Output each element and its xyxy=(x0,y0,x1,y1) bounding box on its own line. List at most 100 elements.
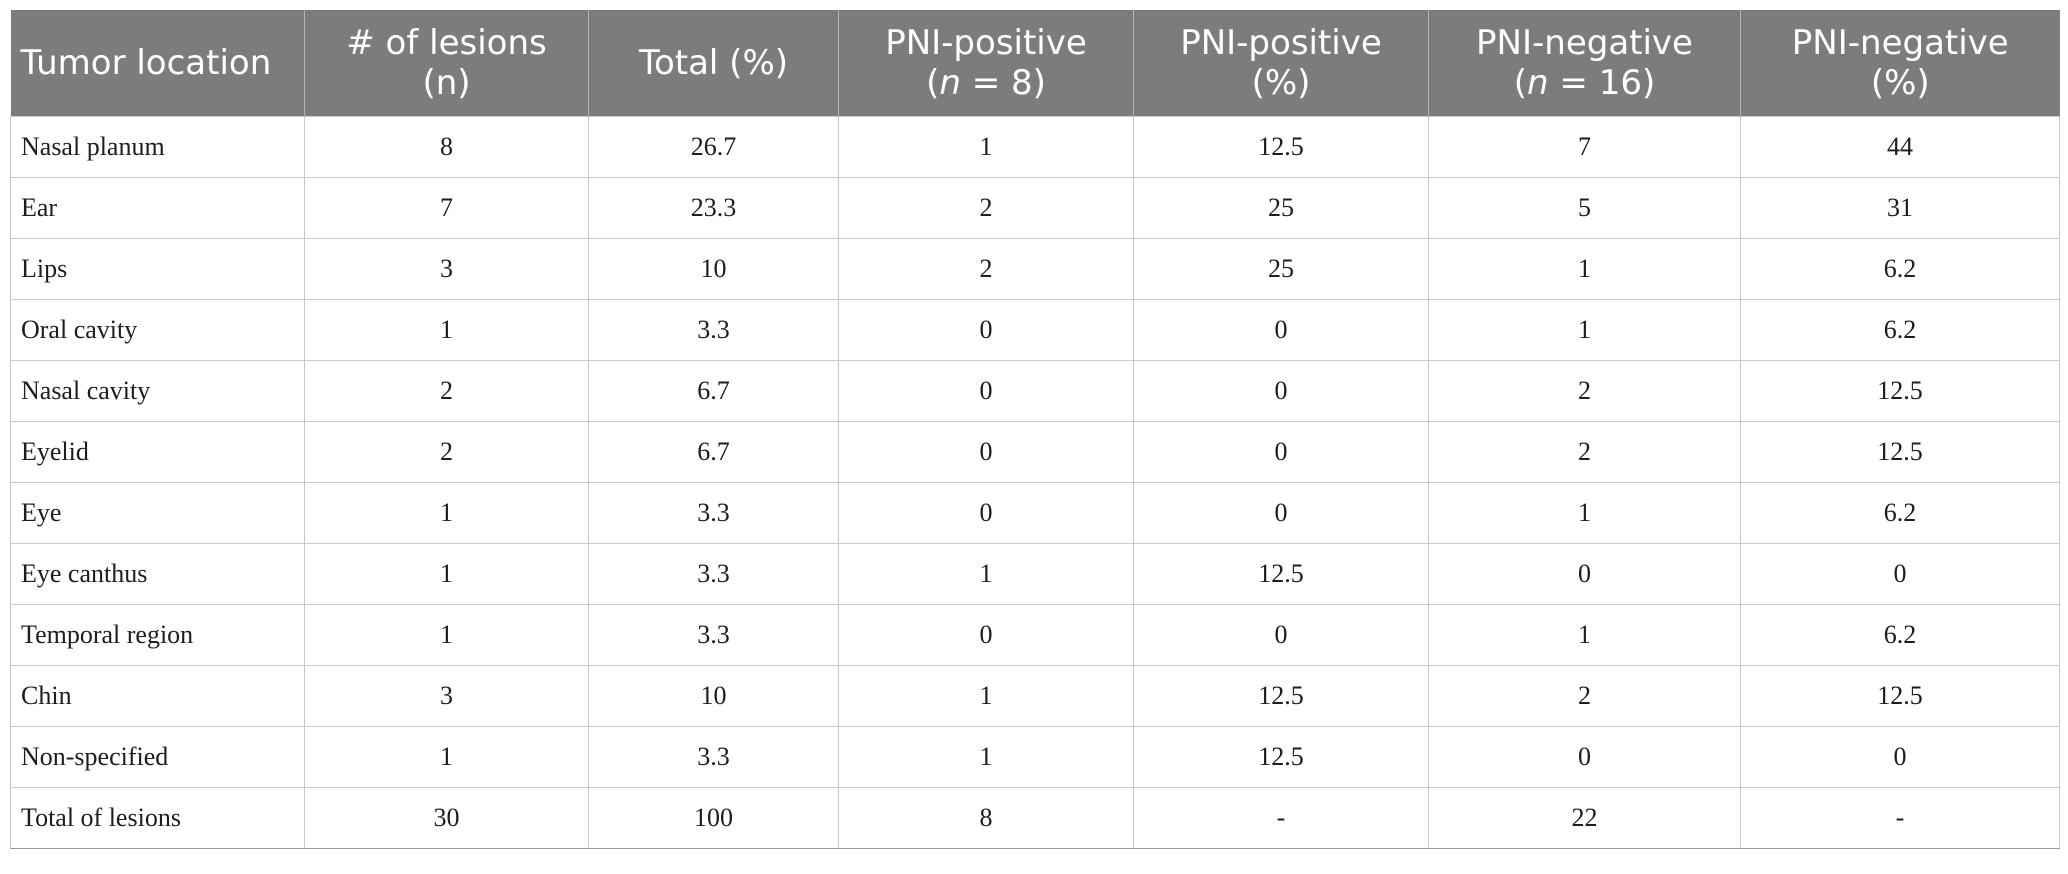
cell-pni-negative-n: 22 xyxy=(1428,787,1741,849)
cell-location: Nasal cavity xyxy=(10,360,305,422)
cell-pni-negative-pct: 31 xyxy=(1740,177,2060,239)
cell-pni-positive-pct: 0 xyxy=(1133,604,1429,666)
cell-location: Temporal region xyxy=(10,604,305,666)
cell-total-pct: 3.3 xyxy=(588,482,839,544)
cell-pni-positive-n: 1 xyxy=(838,665,1134,727)
cell-pni-negative-pct: 0 xyxy=(1740,726,2060,788)
cell-location: Eye xyxy=(10,482,305,544)
cell-pni-positive-pct: 25 xyxy=(1133,177,1429,239)
cell-pni-negative-n: 0 xyxy=(1428,726,1741,788)
cell-location: Lips xyxy=(10,238,305,300)
col-header-pni-positive-n-line1: PNI-positive xyxy=(885,23,1087,63)
cell-pni-positive-n: 1 xyxy=(838,726,1134,788)
table-row-total: Total of lesions 30 100 8 - 22 - xyxy=(10,787,2060,849)
cell-pni-negative-pct: 6.2 xyxy=(1740,299,2060,361)
cell-pni-positive-n: 0 xyxy=(838,299,1134,361)
cell-pni-negative-pct: 12.5 xyxy=(1740,360,2060,422)
table-row: Non-specified 1 3.3 1 12.5 0 0 xyxy=(10,726,2060,788)
cell-total-pct: 3.3 xyxy=(588,726,839,788)
cell-pni-negative-n: 1 xyxy=(1428,482,1741,544)
col-header-pni-negative-pct: PNI-negative (%) xyxy=(1740,10,2060,117)
cell-pni-negative-n: 2 xyxy=(1428,665,1741,727)
table-row: Eyelid 2 6.7 0 0 2 12.5 xyxy=(10,421,2060,483)
tumor-location-table-container: Tumor location # of lesions (n) Total (%… xyxy=(10,10,2060,849)
cell-lesions: 1 xyxy=(304,482,589,544)
cell-pni-positive-pct: 12.5 xyxy=(1133,543,1429,605)
cell-pni-positive-n: 1 xyxy=(838,116,1134,178)
cell-pni-positive-pct: 12.5 xyxy=(1133,116,1429,178)
cell-pni-positive-n: 1 xyxy=(838,543,1134,605)
cell-pni-positive-pct: 12.5 xyxy=(1133,726,1429,788)
table-row: Eye 1 3.3 0 0 1 6.2 xyxy=(10,482,2060,544)
cell-pni-negative-n: 5 xyxy=(1428,177,1741,239)
col-header-pni-negative-n-line1: PNI-negative xyxy=(1476,23,1693,63)
cell-pni-positive-pct: 0 xyxy=(1133,299,1429,361)
cell-lesions: 7 xyxy=(304,177,589,239)
table-row: Temporal region 1 3.3 0 0 1 6.2 xyxy=(10,604,2060,666)
cell-location: Eye canthus xyxy=(10,543,305,605)
col-header-lesions: # of lesions (n) xyxy=(304,10,589,117)
cell-lesions: 1 xyxy=(304,726,589,788)
col-header-tumor-location-label: Tumor location xyxy=(20,43,272,83)
cell-total-pct: 10 xyxy=(588,665,839,727)
header-row: Tumor location # of lesions (n) Total (%… xyxy=(10,10,2060,117)
cell-pni-negative-n: 2 xyxy=(1428,421,1741,483)
col-header-pni-negative-n: PNI-negative (n = 16) xyxy=(1428,10,1741,117)
cell-pni-negative-n: 1 xyxy=(1428,299,1741,361)
cell-pni-negative-n: 0 xyxy=(1428,543,1741,605)
col-header-pni-positive-n-symbol: n xyxy=(939,63,961,103)
cell-total-pct: 3.3 xyxy=(588,543,839,605)
cell-location: Oral cavity xyxy=(10,299,305,361)
cell-total-pct: 10 xyxy=(588,238,839,300)
cell-pni-positive-n: 0 xyxy=(838,421,1134,483)
col-header-pni-positive-n-value: = 8) xyxy=(960,63,1046,103)
cell-lesions: 8 xyxy=(304,116,589,178)
col-header-lesions-line2: (n) xyxy=(422,63,471,103)
cell-pni-positive-pct: 0 xyxy=(1133,482,1429,544)
cell-lesions: 2 xyxy=(304,421,589,483)
cell-pni-negative-pct: 44 xyxy=(1740,116,2060,178)
col-header-pni-positive-pct: PNI-positive (%) xyxy=(1133,10,1429,117)
cell-pni-negative-pct: 6.2 xyxy=(1740,482,2060,544)
cell-total-pct: 6.7 xyxy=(588,421,839,483)
col-header-pni-positive-n: PNI-positive (n = 8) xyxy=(838,10,1134,117)
cell-location: Chin xyxy=(10,665,305,727)
cell-pni-negative-pct: 6.2 xyxy=(1740,604,2060,666)
col-header-pni-positive-pct-line2: (%) xyxy=(1251,63,1311,103)
cell-lesions: 3 xyxy=(304,238,589,300)
cell-total-pct: 3.3 xyxy=(588,299,839,361)
cell-total-pct: 26.7 xyxy=(588,116,839,178)
cell-location: Nasal planum xyxy=(10,116,305,178)
table-body: Nasal planum 8 26.7 1 12.5 7 44 Ear 7 23… xyxy=(10,116,2060,849)
cell-lesions: 30 xyxy=(304,787,589,849)
col-header-pni-negative-n-open: ( xyxy=(1513,63,1528,103)
table-row: Chin 3 10 1 12.5 2 12.5 xyxy=(10,665,2060,727)
col-header-tumor-location: Tumor location xyxy=(10,10,305,117)
cell-lesions: 1 xyxy=(304,543,589,605)
cell-location: Eyelid xyxy=(10,421,305,483)
cell-pni-positive-n: 2 xyxy=(838,238,1134,300)
cell-lesions: 1 xyxy=(304,604,589,666)
cell-pni-negative-n: 7 xyxy=(1428,116,1741,178)
cell-pni-negative-n: 1 xyxy=(1428,238,1741,300)
col-header-pni-positive-pct-line1: PNI-positive xyxy=(1180,23,1382,63)
cell-pni-negative-n: 1 xyxy=(1428,604,1741,666)
cell-total-pct: 3.3 xyxy=(588,604,839,666)
cell-lesions: 3 xyxy=(304,665,589,727)
table-row: Nasal cavity 2 6.7 0 0 2 12.5 xyxy=(10,360,2060,422)
col-header-pni-negative-n-value: = 16) xyxy=(1548,63,1656,103)
cell-pni-negative-pct: 6.2 xyxy=(1740,238,2060,300)
col-header-pni-negative-n-line2: (n = 16) xyxy=(1437,63,1732,103)
col-header-pni-negative-pct-line2: (%) xyxy=(1870,63,1930,103)
cell-pni-negative-pct: 0 xyxy=(1740,543,2060,605)
cell-pni-positive-n: 2 xyxy=(838,177,1134,239)
table-row: Ear 7 23.3 2 25 5 31 xyxy=(10,177,2060,239)
cell-pni-positive-n: 8 xyxy=(838,787,1134,849)
table-row: Lips 3 10 2 25 1 6.2 xyxy=(10,238,2060,300)
cell-total-pct: 6.7 xyxy=(588,360,839,422)
cell-pni-positive-pct: 25 xyxy=(1133,238,1429,300)
col-header-lesions-line1: # of lesions xyxy=(346,23,547,63)
cell-location: Ear xyxy=(10,177,305,239)
cell-location: Total of lesions xyxy=(10,787,305,849)
table-row: Nasal planum 8 26.7 1 12.5 7 44 xyxy=(10,116,2060,178)
